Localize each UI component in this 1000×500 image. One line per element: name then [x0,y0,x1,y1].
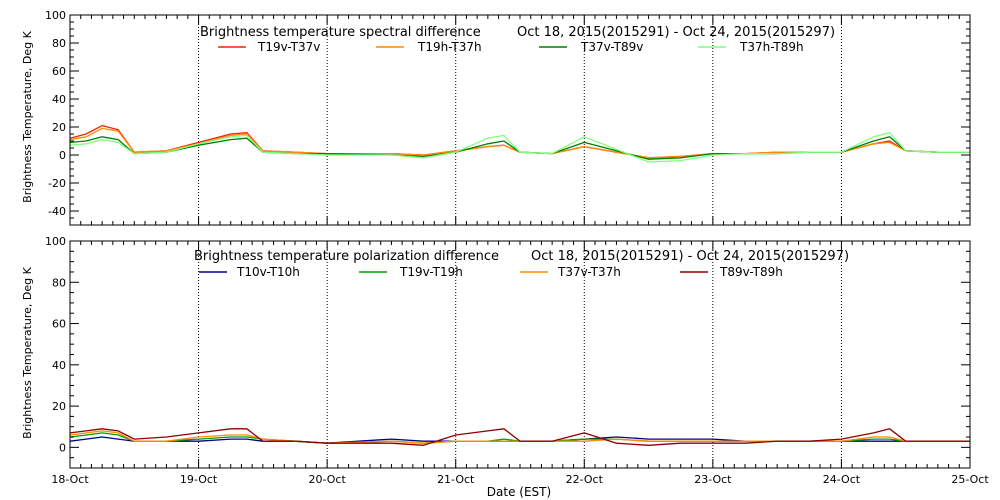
polarization-axis-ticks: 0 20 40 60 80 100 18-Oct 19-Oct 20-Oct 21-Oct 22-O… [45,235,989,486]
x-tick-label-24-oct: 24-Oct [823,473,861,486]
spectral-y-tick-label: 20 [52,121,66,134]
spectral-legend-label-t19h-t37h: T19h-T37h [417,40,482,54]
polarization-legend-label-t19v-t19h: T19v-T19h [399,265,463,279]
polarization-y-axis-label: Brightness Temperature, Deg K [21,266,34,438]
polarization-grid [198,241,842,468]
spectral-y-tick-label: -20 [48,177,66,190]
polarization-y-tick-label: 80 [52,276,66,289]
polarization-y-tick-label: 0 [59,441,66,454]
polarization-y-tick-label: 40 [52,359,66,372]
spectral-y-tick-label: 40 [52,93,66,106]
spectral-y-tick-label: 80 [52,37,66,50]
spectral-y-tick-label: 100 [45,9,66,22]
x-axis-label: Date (EST) [487,485,551,499]
spectral-axis-ticks: -40 -20 0 20 40 60 80 100 [45,9,971,226]
x-tick-label-22-oct: 22-Oct [566,473,604,486]
polarization-legend-label-t10v-t10h: T10v-T10h [236,265,300,279]
spectral-legend-label-t19v-t37v: T19v-T37v [257,40,320,54]
x-tick-label-19-oct: 19-Oct [180,473,218,486]
x-tick-label-18-oct: 18-Oct [51,473,89,486]
polarization-series-t89v-t89h [69,428,970,446]
polarization-chart-date-range: Oct 18, 2015(2015291) - Oct 24, 2015(201… [531,249,849,264]
x-tick-label-20-oct: 20-Oct [308,473,346,486]
spectral-y-tick-label: 0 [59,149,66,162]
polarization-legend-label-t37v-t37h: T37v-T37h [557,265,621,279]
spectral-legend: T19v-T37v T19h-T37h T37v-T89v T37h-T89h [218,40,804,54]
polarization-legend: T10v-T10h T19v-T19h T37v-T37h T89v-T89h [199,265,783,279]
polarization-difference-panel: Brightness temperature polarization diff… [21,235,989,486]
spectral-legend-label-t37h-t89h: T37h-T89h [739,40,804,54]
spectral-y-tick-label: 60 [52,65,66,78]
polarization-y-tick-label: 20 [52,400,66,413]
x-tick-label-23-oct: 23-Oct [694,473,732,486]
spectral-series-t37h-t89h [69,131,970,163]
spectral-legend-label-t37v-t89v: T37v-T89v [580,40,643,54]
spectral-y-axis-label: Brightness Temperature, Deg K [21,30,34,202]
x-tick-label-21-oct: 21-Oct [437,473,475,486]
spectral-y-tick-label: -40 [48,205,66,218]
spectral-series-group [69,124,970,163]
polarization-y-tick-label: 60 [52,318,66,331]
spectral-grid [198,15,842,225]
spectral-chart-date-range: Oct 18, 2015(2015291) - Oct 24, 2015(201… [517,25,835,40]
x-tick-label-25-oct: 25-Oct [951,473,989,486]
spectral-difference-panel: Brightness temperature spectral differen… [21,9,971,226]
polarization-y-tick-label: 100 [45,235,66,248]
spectral-chart-title: Brightness temperature spectral differen… [200,25,481,40]
polarization-chart-title: Brightness temperature polarization diff… [194,249,499,264]
polarization-series-group [69,428,970,446]
polarization-series-t37v-t37h [69,430,970,444]
polarization-legend-label-t89v-t89h: T89v-T89h [719,265,783,279]
